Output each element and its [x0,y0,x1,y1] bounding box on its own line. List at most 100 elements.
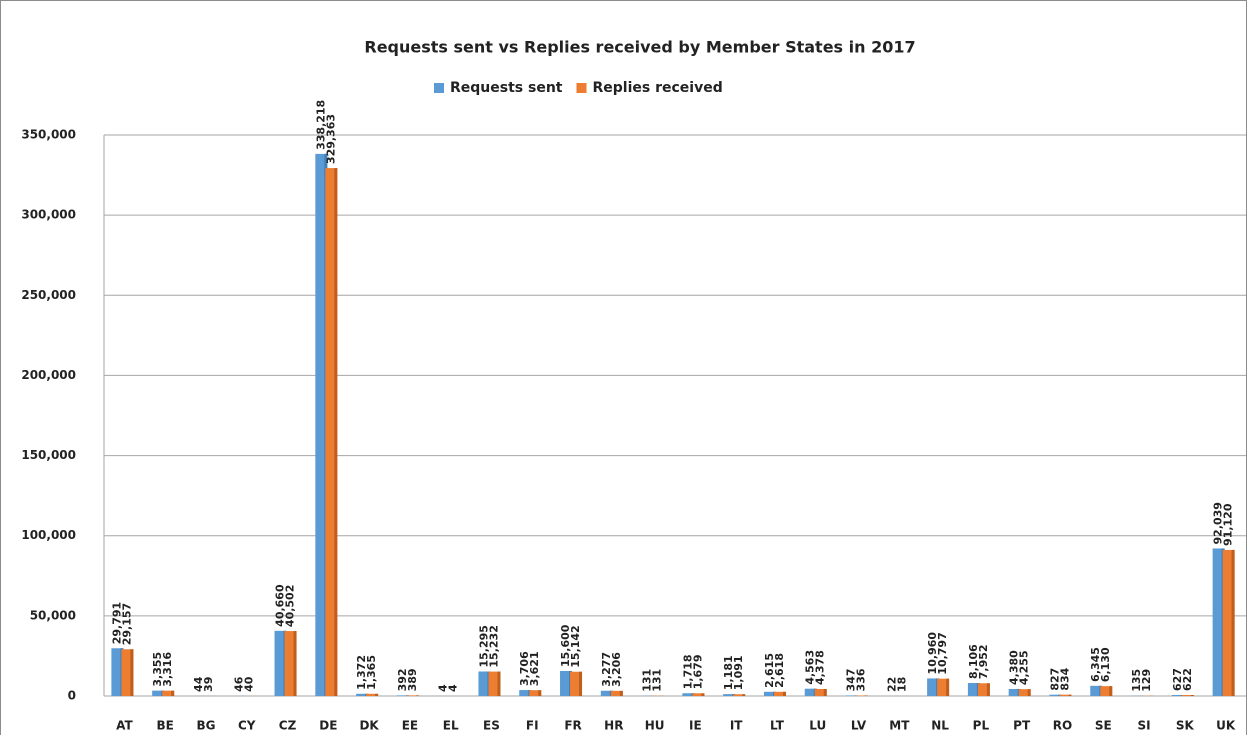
value-label: 29,157 [120,603,133,645]
bar [773,691,786,696]
bar [855,695,868,696]
legend-label: Requests sent [450,80,563,96]
x-tick-label: AT [116,719,133,733]
value-label: 389 [406,668,419,691]
bar-side [579,671,583,696]
bar-side [782,691,786,696]
bar [1090,685,1103,696]
bar-side [293,631,297,696]
value-label: 2,618 [773,653,786,688]
y-tick-label: 0 [68,689,76,703]
legend-label: Replies received [592,80,722,96]
value-label: 4,378 [814,650,827,685]
bar-side [1027,689,1031,696]
bar [1049,694,1062,696]
value-label: 6,345 [1089,647,1102,682]
value-label: 1,679 [691,655,704,690]
value-label: 3,206 [610,652,623,687]
value-label: 15,600 [559,624,572,667]
value-label: 91,120 [1222,503,1235,546]
value-label: 3,316 [161,652,174,687]
bar-side [415,695,419,696]
value-label: 10,797 [936,632,949,674]
value-label: 4,563 [804,650,817,685]
value-label: 7,952 [977,644,990,679]
bar [529,690,542,696]
bar [356,693,369,696]
value-label: 135 [1130,669,1143,692]
value-label: 1,365 [365,655,378,690]
y-tick-label: 150,000 [21,448,76,462]
y-tick-label: 50,000 [30,608,76,622]
x-tick-label: IT [730,719,743,733]
legend-swatch [576,83,587,93]
value-label: 4 [447,684,460,692]
x-tick-label: LT [770,719,785,733]
bar [682,693,695,696]
x-tick-label: BE [157,719,174,733]
x-tick-label: FR [564,719,581,733]
value-label: 8,106 [967,644,980,679]
value-label: 4 [437,684,450,692]
x-tick-label: CY [238,719,256,733]
bar [406,695,419,696]
y-tick-label: 300,000 [21,208,76,222]
x-tick-label: PL [973,719,990,733]
bar [152,690,165,696]
x-tick-label: SK [1176,719,1195,733]
x-tick-label: PT [1013,719,1031,733]
bar [692,693,705,696]
bar [1181,695,1194,696]
value-label: 2,615 [763,653,776,688]
bar-side [171,690,175,696]
value-label: 39 [202,677,215,692]
value-label: 392 [396,668,409,691]
value-label: 4,255 [1018,650,1031,685]
bar [763,691,776,696]
x-tick-label: EE [402,719,418,733]
y-tick-label: 350,000 [21,128,76,142]
bar [845,695,858,696]
bar-side [1231,549,1235,696]
value-label: 1,718 [681,654,694,689]
value-label: 40,502 [284,585,297,627]
value-label: 3,355 [151,652,164,687]
x-tick-label: FI [526,719,539,733]
bar [1059,694,1072,696]
value-label: 3,621 [528,651,541,686]
value-label: 827 [1048,668,1061,691]
bar-side [1109,686,1113,696]
bar [600,690,613,696]
y-tick-label: 200,000 [21,368,76,382]
x-tick-label: CZ [279,719,297,733]
value-label: 15,295 [477,625,490,667]
x-tick-label: HU [645,719,665,733]
value-label: 15,142 [569,625,582,667]
value-label: 29,791 [110,602,123,644]
value-label: 834 [1058,667,1071,690]
value-label: 347 [845,668,858,691]
bar-side [1190,695,1194,696]
bar-side [864,695,868,696]
x-tick-label: UK [1216,719,1236,733]
y-tick-label: 100,000 [21,528,76,542]
value-label: 46 [233,676,246,692]
x-tick-label: ES [483,719,500,733]
bar [1100,686,1113,696]
bar [814,688,827,696]
value-label: 44 [192,676,205,692]
bar [610,690,623,696]
bar [733,694,746,696]
bar [804,688,817,696]
value-label: 1,091 [732,655,745,690]
bar [396,695,409,696]
bar-side [986,683,990,696]
x-tick-label: SI [1137,719,1150,733]
x-tick-label: DE [319,719,337,733]
x-tick-label: LV [851,719,867,733]
bar-side [130,649,134,696]
x-tick-label: EL [443,719,459,733]
value-label: 92,039 [1212,502,1225,544]
